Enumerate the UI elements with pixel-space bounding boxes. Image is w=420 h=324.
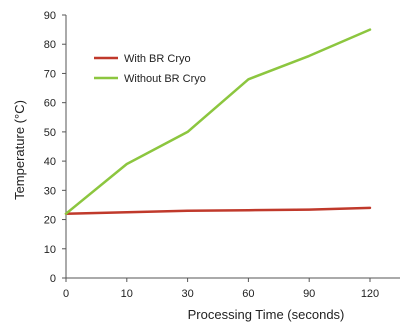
y-tick-label: 20 [44, 215, 56, 227]
legend: With BR Cryo Without BR Cryo [94, 53, 206, 85]
y-tick-label: 0 [50, 273, 56, 285]
series-line-1 [64, 206, 372, 215]
x-tick-label: 0 [63, 288, 69, 300]
y-tick-label: 30 [44, 185, 56, 197]
legend-label-1: With BR Cryo [124, 53, 191, 65]
series-line-2 [64, 28, 372, 215]
y-axis-title: Temperature (°C) [12, 100, 27, 200]
y-tick-label: 50 [44, 127, 56, 139]
x-ticks: 0 10 30 60 90 120 [63, 278, 379, 300]
y-tick-label: 60 [44, 98, 56, 110]
x-axis-title: Processing Time (seconds) [188, 307, 345, 322]
axes [65, 15, 400, 279]
y-tick-label: 10 [44, 244, 56, 256]
x-tick-label: 30 [181, 288, 193, 300]
y-tick-label: 70 [44, 68, 56, 80]
x-tick-label: 10 [121, 288, 133, 300]
series-lines [64, 28, 372, 215]
legend-label-2: Without BR Cryo [124, 73, 206, 85]
y-tick-label: 40 [44, 156, 56, 168]
x-tick-label: 60 [242, 288, 254, 300]
x-tick-label: 120 [361, 288, 379, 300]
y-ticks: 0 10 20 30 40 50 60 70 80 90 [44, 10, 66, 285]
y-tick-label: 90 [44, 10, 56, 22]
x-tick-label: 90 [303, 288, 315, 300]
y-tick-label: 80 [44, 39, 56, 51]
